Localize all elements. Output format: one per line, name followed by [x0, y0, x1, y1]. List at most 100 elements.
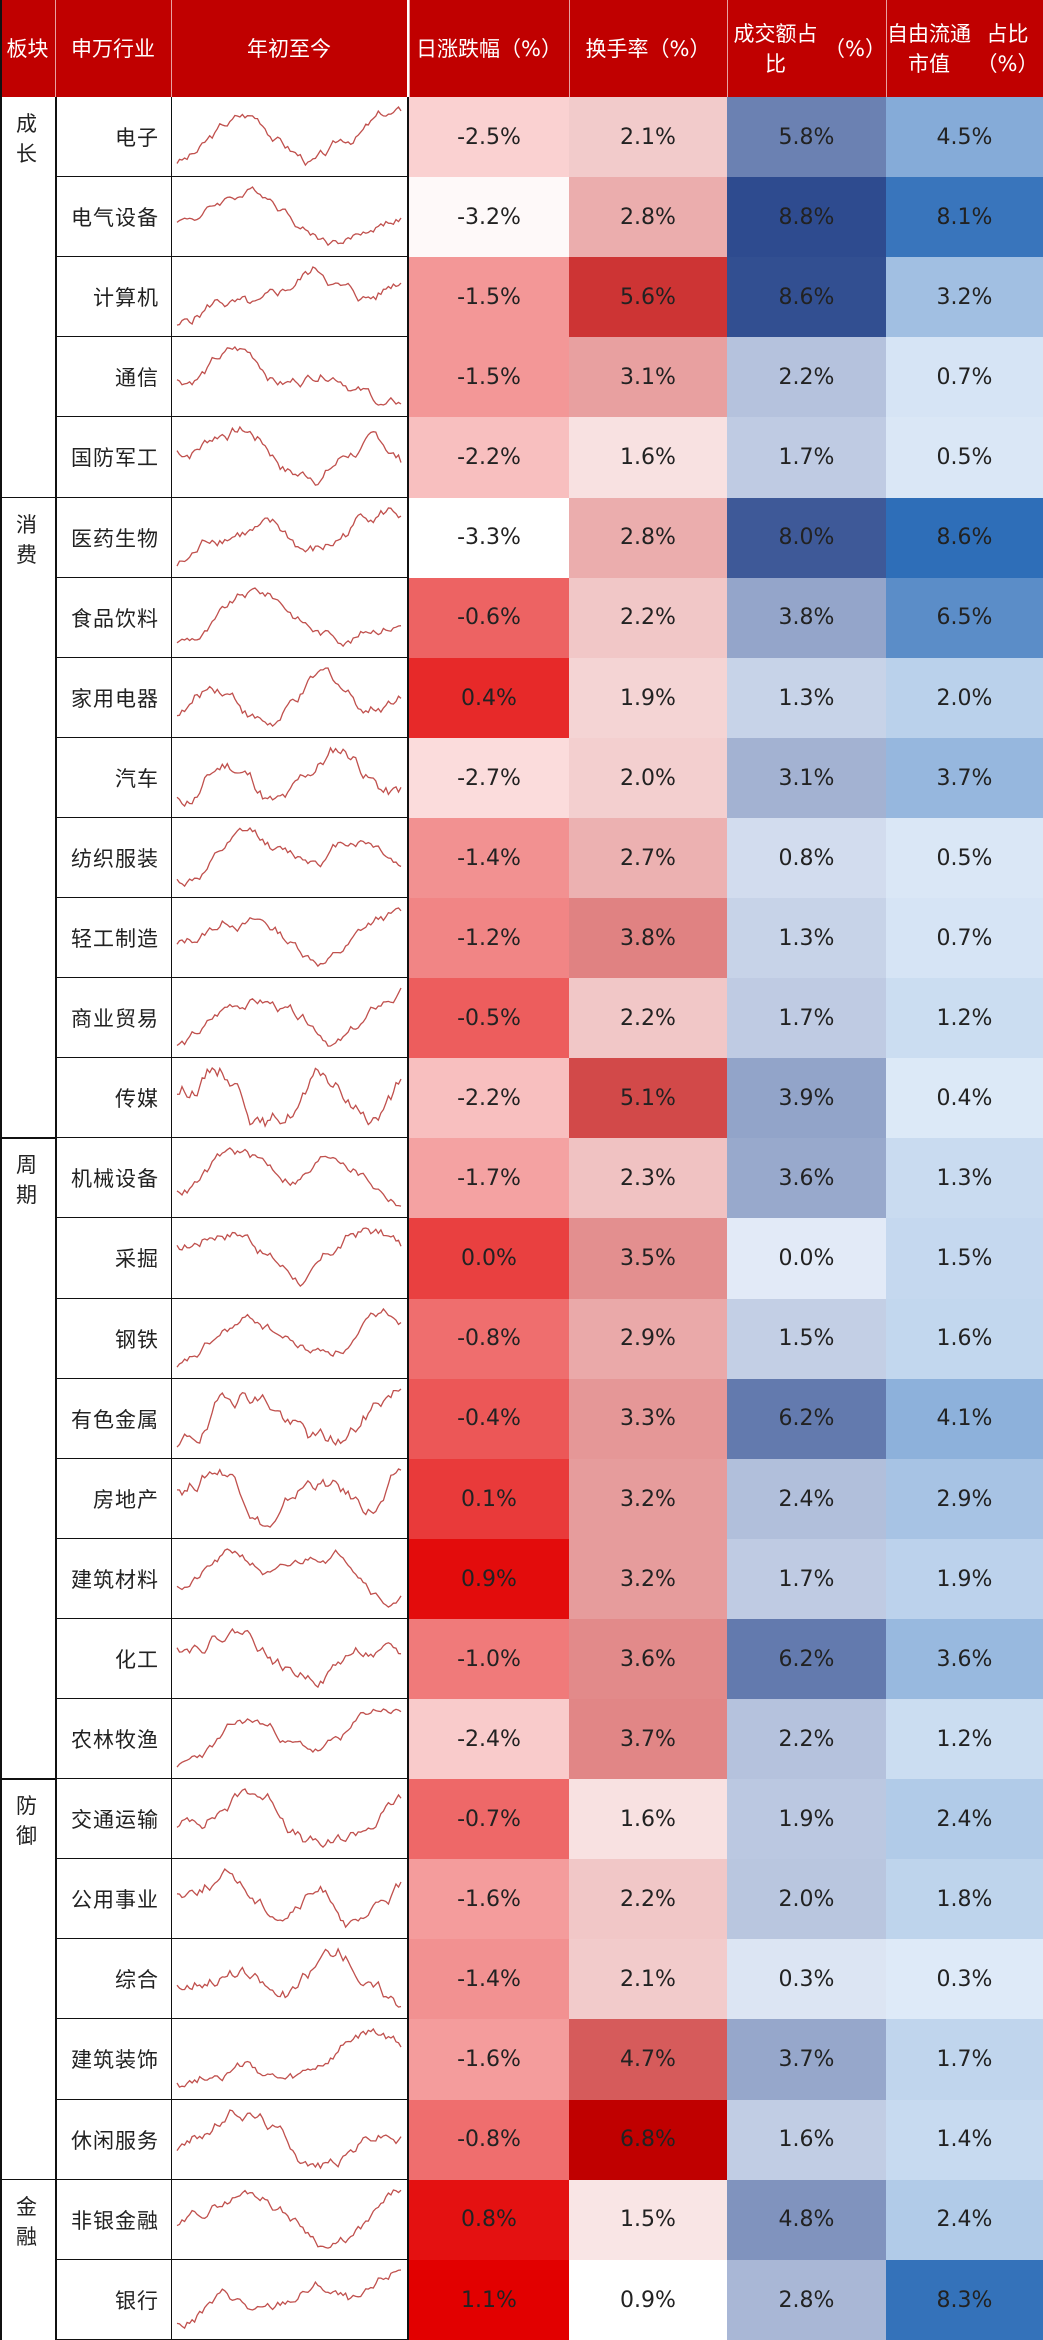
ytd-sparkline-svg: [176, 426, 402, 487]
industry-name: 商业贸易: [71, 1007, 159, 1032]
turnover-cell: 6.8%: [569, 2099, 727, 2181]
ytd-sparkline-path: [176, 1627, 402, 1689]
column-divider: [171, 97, 172, 2340]
daily-change-cell: 0.4%: [409, 657, 569, 739]
daily-change-cell: -0.6%: [409, 577, 569, 659]
ytd-sparkline-svg: [176, 1227, 402, 1288]
ytd-sparkline: [171, 1539, 407, 1619]
daily-change-cell: -2.5%: [409, 97, 569, 178]
industry-name: 电子: [115, 126, 159, 151]
row-divider: [55, 496, 409, 498]
ytd-sparkline-svg: [176, 1067, 402, 1129]
daily-change-cell: -2.2%: [409, 417, 569, 499]
ytd-sparkline-path: [176, 1067, 402, 1129]
volume-share-cell: 1.7%: [727, 978, 886, 1059]
row-divider: [55, 2258, 409, 2260]
header-separator: [55, 0, 56, 97]
industry-name: 轻工制造: [71, 927, 159, 952]
daily-change-cell: -1.5%: [409, 257, 569, 338]
industry-name: 建筑材料: [71, 1567, 159, 1592]
volume-share-cell: 1.9%: [727, 1779, 886, 1860]
ytd-sparkline-path: [176, 586, 402, 647]
turnover-cell: 1.5%: [569, 2179, 727, 2261]
header-volume_share-line: （%）: [824, 36, 886, 61]
ytd-sparkline-svg: [176, 2108, 402, 2169]
ytd-sparkline-path: [176, 105, 402, 167]
row-divider: [55, 736, 409, 738]
daily-change-cell: -0.8%: [409, 2099, 569, 2181]
ytd-sparkline-path: [176, 426, 402, 487]
turnover-cell: 2.0%: [569, 737, 727, 819]
float-cap-share-cell: 2.4%: [886, 2179, 1043, 2261]
float-cap-share-cell: 8.1%: [886, 177, 1043, 258]
volume-share-cell: 0.8%: [727, 817, 886, 899]
turnover-cell: 3.8%: [569, 898, 727, 979]
header-float_cap_share-line: 自由流通市值: [887, 21, 971, 76]
ytd-sparkline-path: [176, 2028, 402, 2089]
header-ytd: 年初至今: [171, 0, 407, 97]
ytd-sparkline: [171, 578, 407, 658]
row-divider: [55, 1858, 409, 1860]
volume-share-cell: 1.5%: [727, 1298, 886, 1380]
header-separator: [569, 0, 570, 97]
sector-label: 周期: [0, 1138, 53, 1779]
sector-divider: [0, 1137, 55, 1139]
ytd-sparkline: [171, 177, 407, 257]
sector-label-char: 消: [16, 512, 37, 537]
ytd-sparkline-path: [176, 346, 402, 407]
ytd-sparkline: [171, 2100, 407, 2180]
volume-share-cell: 8.6%: [727, 257, 886, 338]
industry-name: 建筑装饰: [71, 2048, 159, 2073]
float-cap-share-cell: 3.7%: [886, 737, 1043, 819]
industry-name: 有色金属: [71, 1407, 159, 1432]
ytd-sparkline-svg: [176, 186, 402, 247]
float-cap-share-cell: 8.3%: [886, 2259, 1043, 2340]
ytd-sparkline: [171, 2260, 407, 2340]
daily-change-cell: -1.6%: [409, 2019, 569, 2101]
ytd-sparkline: [171, 337, 407, 417]
row-divider: [55, 576, 409, 578]
ytd-sparkline-path: [176, 1467, 402, 1528]
ytd-sparkline-path: [176, 266, 402, 326]
industry-name: 采掘: [115, 1247, 159, 1272]
industry-name: 非银金融: [71, 2208, 159, 2233]
float-cap-share-cell: 3.2%: [886, 257, 1043, 338]
ytd-sparkline: [171, 1619, 407, 1699]
volume-share-cell: 3.1%: [727, 737, 886, 819]
turnover-cell: 5.6%: [569, 257, 727, 338]
ytd-sparkline: [171, 1779, 407, 1859]
turnover-cell: 3.1%: [569, 337, 727, 418]
industry-name: 家用电器: [71, 686, 159, 711]
ytd-sparkline-svg: [176, 1548, 402, 1608]
volume-share-cell: 2.2%: [727, 1699, 886, 1780]
float-cap-share-cell: 1.3%: [886, 1138, 1043, 1219]
float-cap-share-cell: 0.4%: [886, 1058, 1043, 1139]
ytd-sparkline-path: [176, 1788, 402, 1849]
turnover-cell: 2.9%: [569, 1298, 727, 1380]
ytd-sparkline: [171, 1459, 407, 1539]
daily-change-cell: -1.6%: [409, 1859, 569, 1940]
daily-change-cell: 0.8%: [409, 2179, 569, 2261]
float-cap-share-cell: 2.0%: [886, 657, 1043, 739]
ytd-sparkline: [171, 97, 407, 177]
turnover-cell: 2.1%: [569, 97, 727, 178]
daily-change-cell: -1.4%: [409, 817, 569, 899]
float-cap-share-cell: 6.5%: [886, 577, 1043, 659]
header-daily_change-line: 日涨跌幅: [416, 36, 501, 61]
daily-change-cell: -1.0%: [409, 1618, 569, 1700]
turnover-cell: 3.5%: [569, 1218, 727, 1300]
float-cap-share-cell: 2.4%: [886, 1779, 1043, 1860]
industry-name: 食品饮料: [71, 606, 159, 631]
ytd-sparkline-path: [176, 186, 402, 247]
ytd-sparkline: [171, 1939, 407, 2019]
header-separator: [409, 0, 410, 97]
ytd-sparkline-svg: [176, 1147, 402, 1208]
volume-share-cell: 8.8%: [727, 177, 886, 258]
daily-change-cell: -2.4%: [409, 1699, 569, 1780]
turnover-cell: 5.1%: [569, 1058, 727, 1139]
ytd-sparkline-svg: [176, 1788, 402, 1849]
daily-change-cell: -0.5%: [409, 978, 569, 1059]
ytd-sparkline-path: [176, 987, 402, 1047]
row-divider: [55, 256, 409, 258]
float-cap-share-cell: 4.5%: [886, 97, 1043, 178]
